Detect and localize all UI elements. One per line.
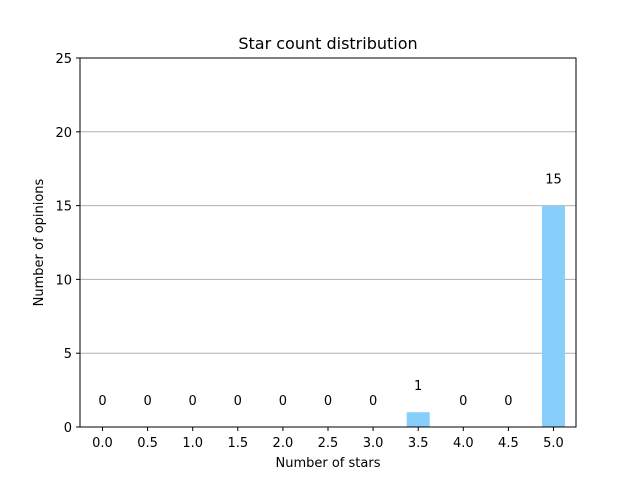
bar-value-label: 0	[369, 394, 377, 409]
bars	[406, 205, 565, 427]
y-tick-label: 0	[64, 421, 72, 436]
x-tick-label: 4.5	[498, 436, 519, 451]
plot-frame	[79, 57, 577, 428]
x-tick-label: 5.0	[543, 436, 564, 451]
gridlines	[80, 131, 576, 354]
bar	[542, 205, 565, 427]
bar-value-label: 0	[279, 394, 287, 409]
x-tick-label: 0.5	[137, 436, 158, 451]
bar-value-label: 0	[504, 394, 512, 409]
y-tick-label: 20	[55, 126, 72, 141]
y-tick-label: 25	[55, 52, 72, 67]
x-axis-ticks: 0.0 0.5 1.0 1.5 2.0 2.5 3.0 3.5 4.0 4.5 5.0	[92, 427, 564, 451]
x-tick-label: 3.0	[363, 436, 384, 451]
bar-value-label: 0	[324, 394, 332, 409]
bar-value-label: 0	[234, 394, 242, 409]
y-tick-label: 15	[55, 200, 72, 215]
x-tick-label: 2.5	[318, 436, 339, 451]
x-tick-label: 1.5	[227, 436, 248, 451]
bar-value-label: 15	[545, 173, 562, 188]
y-axis-label: Number of opinions	[32, 178, 47, 306]
y-axis-ticks: 0 5 10 15 20 25	[55, 52, 80, 436]
y-tick-label: 5	[64, 347, 72, 362]
y-tick-label: 10	[55, 273, 72, 288]
bar-value-label: 0	[98, 394, 106, 409]
bar-value-label: 0	[189, 394, 197, 409]
x-tick-label: 3.5	[408, 436, 429, 451]
chart-title: Star count distribution	[238, 34, 417, 53]
x-tick-label: 4.0	[453, 436, 474, 451]
x-tick-label: 1.0	[182, 436, 203, 451]
x-tick-label: 0.0	[92, 436, 113, 451]
bar-value-labels: 0 0 0 0 0 0 0 1 0 0 15	[98, 173, 561, 409]
bar-value-label: 0	[143, 394, 151, 409]
x-axis-label: Number of stars	[276, 456, 381, 471]
bar-value-label: 1	[414, 379, 422, 394]
bar-value-label: 0	[459, 394, 467, 409]
x-tick-label: 2.0	[273, 436, 294, 451]
bar	[406, 412, 430, 427]
